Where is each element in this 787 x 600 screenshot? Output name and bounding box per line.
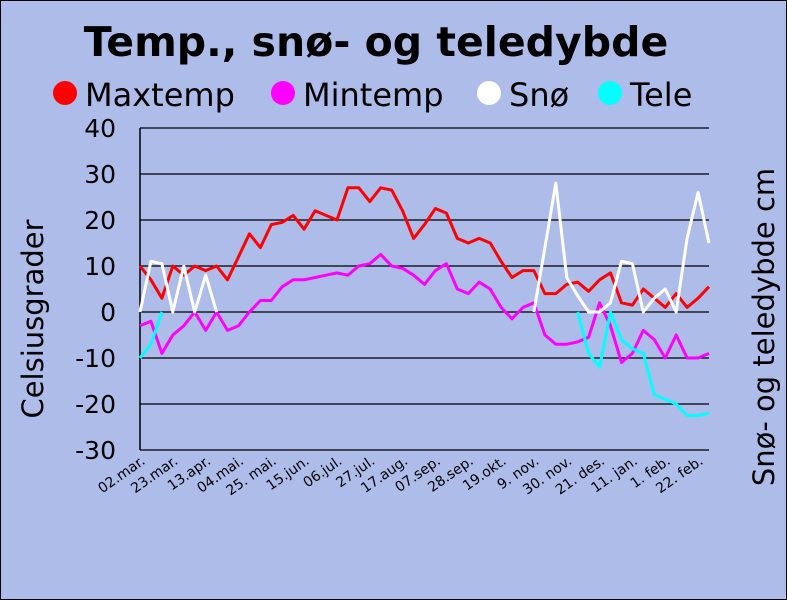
y-tick-label: 0 — [100, 298, 116, 327]
legend-marker-icon — [477, 81, 501, 105]
y-tick-label: 30 — [84, 160, 116, 189]
gridlines — [139, 127, 709, 451]
series-line-mintemp — [139, 253, 710, 365]
y-tick-label: 10 — [84, 252, 116, 281]
legend-marker-icon — [598, 81, 622, 105]
y-tick-label: -20 — [75, 390, 116, 419]
series-line-tele — [138, 310, 710, 417]
y-tick-labels: 40 30 20 10 0 -10 -20 -30 — [75, 114, 116, 465]
y-tick-label: 20 — [84, 206, 116, 235]
y2-axis-label: Snø- og teledybde cm — [747, 168, 781, 486]
x-tick-labels: 02.mar.23.mar.13.apr.04.mai.25. mai.15.j… — [95, 453, 706, 499]
series-lines — [138, 181, 711, 417]
legend-label: Mintemp — [303, 76, 444, 114]
series-line-maxtemp — [138, 186, 711, 309]
y-tick-label: -30 — [75, 436, 116, 465]
legend-marker-icon — [271, 81, 295, 105]
legend-label: Maxtemp — [85, 76, 235, 114]
y-tick-label: 40 — [84, 114, 116, 143]
y-axis-label: Celsiusgrader — [16, 219, 50, 418]
legend: Maxtemp Mintemp Snø Tele — [53, 76, 692, 114]
series-line-snø — [138, 181, 711, 314]
chart-title: Temp., snø- og teledybde — [84, 18, 669, 66]
legend-label: Snø — [509, 76, 569, 114]
legend-marker-icon — [53, 81, 77, 105]
y-tick-label: -10 — [75, 344, 116, 373]
legend-label: Tele — [629, 76, 692, 114]
